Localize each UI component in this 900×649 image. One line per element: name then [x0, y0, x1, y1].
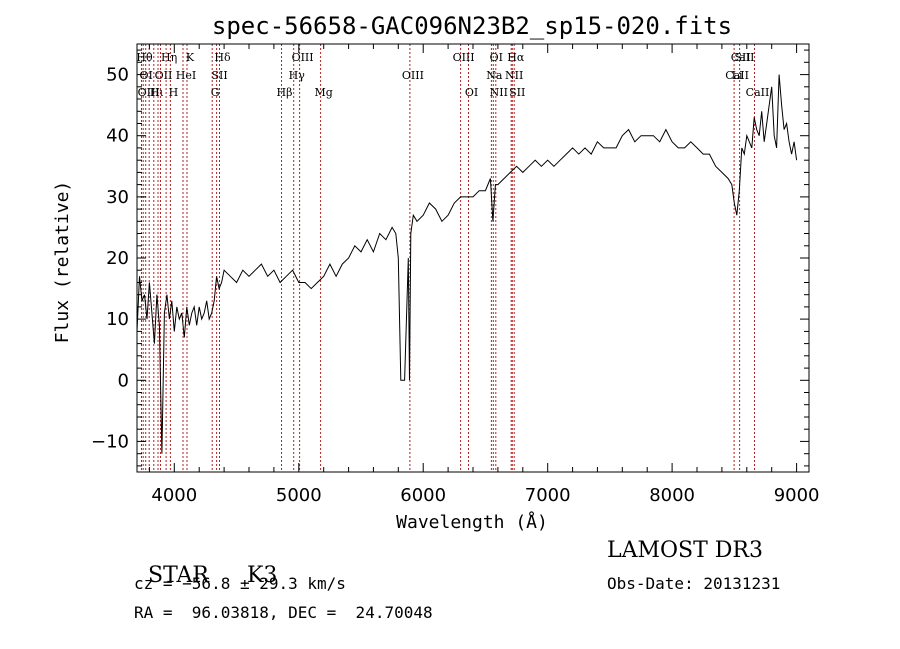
- chart-title: spec-56658-GAC096N23B2_sp15-020.fits: [212, 12, 732, 40]
- line-label-29: CaII: [746, 86, 770, 99]
- spectrum-line: [136, 74, 798, 454]
- line-label-1: Hη: [161, 51, 177, 64]
- y-axis: −10 0 10 20 30 40 50: [91, 49, 809, 467]
- line-label-20: OIII: [138, 86, 160, 99]
- spectrum-chart: spec-56658-GAC096N23B2_sp15-020.fits Hθ H…: [52, 12, 820, 533]
- line-label-21: Hι: [150, 86, 164, 99]
- line-label-18: Li: [732, 69, 743, 82]
- coordinates: RA = 96.03818, DEC = 24.70048: [134, 603, 433, 622]
- line-label-0: Hθ: [136, 51, 153, 64]
- y-tick-label-10: 10: [106, 309, 129, 330]
- line-label-11: OII: [155, 69, 173, 82]
- line-label-22: H: [169, 86, 179, 99]
- line-label-4: OIII: [292, 51, 314, 64]
- line-label-19: CaII: [725, 69, 749, 82]
- line-markers: [141, 44, 755, 472]
- line-label-27: NII: [490, 86, 508, 99]
- x-tick-label-7000: 7000: [525, 485, 571, 506]
- x-tick-label-8000: 8000: [649, 485, 695, 506]
- y-tick-label-50: 50: [106, 65, 129, 86]
- line-label-15: OIII: [402, 69, 424, 82]
- line-label-10: OI: [140, 69, 153, 82]
- x-tick-label-5000: 5000: [276, 485, 322, 506]
- y-tick-label--10: −10: [91, 431, 129, 452]
- line-label-26: OI: [465, 86, 478, 99]
- line-label-12: HeI: [176, 69, 196, 82]
- line-label-2: K: [186, 51, 195, 64]
- y-tick-label-20: 20: [106, 248, 129, 269]
- survey-name: LAMOST DR3: [607, 538, 763, 563]
- line-label-23: G: [211, 86, 220, 99]
- line-label-28: SII: [509, 86, 525, 99]
- line-label-14: Hγ: [289, 69, 306, 82]
- redshift-cz: cz = −56.8 ± 29.3 km/s: [134, 574, 346, 593]
- object-subclass: K3: [247, 563, 278, 588]
- line-label-8: SII: [734, 51, 750, 64]
- x-axis-label: Wavelength (Å): [396, 511, 548, 533]
- y-tick-label-30: 30: [106, 187, 129, 208]
- x-tick-label-6000: 6000: [400, 485, 446, 506]
- line-label-13: SII: [211, 69, 227, 82]
- line-label-24: Hβ: [277, 86, 293, 99]
- y-tick-label-0: 0: [118, 370, 129, 391]
- y-axis-label: Flux (relative): [52, 181, 73, 344]
- line-label-5: OIII: [453, 51, 475, 64]
- line-label-25: Mg: [314, 86, 332, 99]
- line-label-16: Na: [486, 69, 503, 82]
- line-label-9: CaII: [731, 51, 755, 64]
- object-class-label: STAR: [148, 563, 209, 588]
- observation-date: Obs-Date: 20131231: [607, 574, 781, 593]
- object-class: STAR K3: [134, 538, 277, 588]
- x-tick-label-4000: 4000: [151, 485, 197, 506]
- y-tick-label-40: 40: [106, 126, 129, 147]
- line-label-17: NII: [505, 69, 523, 82]
- line-label-7: Hα: [507, 51, 525, 64]
- plot-frame: [136, 43, 810, 473]
- line-label-3: Hδ: [214, 51, 231, 64]
- x-axis: 4000 5000 6000 7000 8000 9000: [148, 44, 820, 506]
- line-label-6: OI: [490, 51, 503, 64]
- x-tick-label-9000: 9000: [774, 485, 820, 506]
